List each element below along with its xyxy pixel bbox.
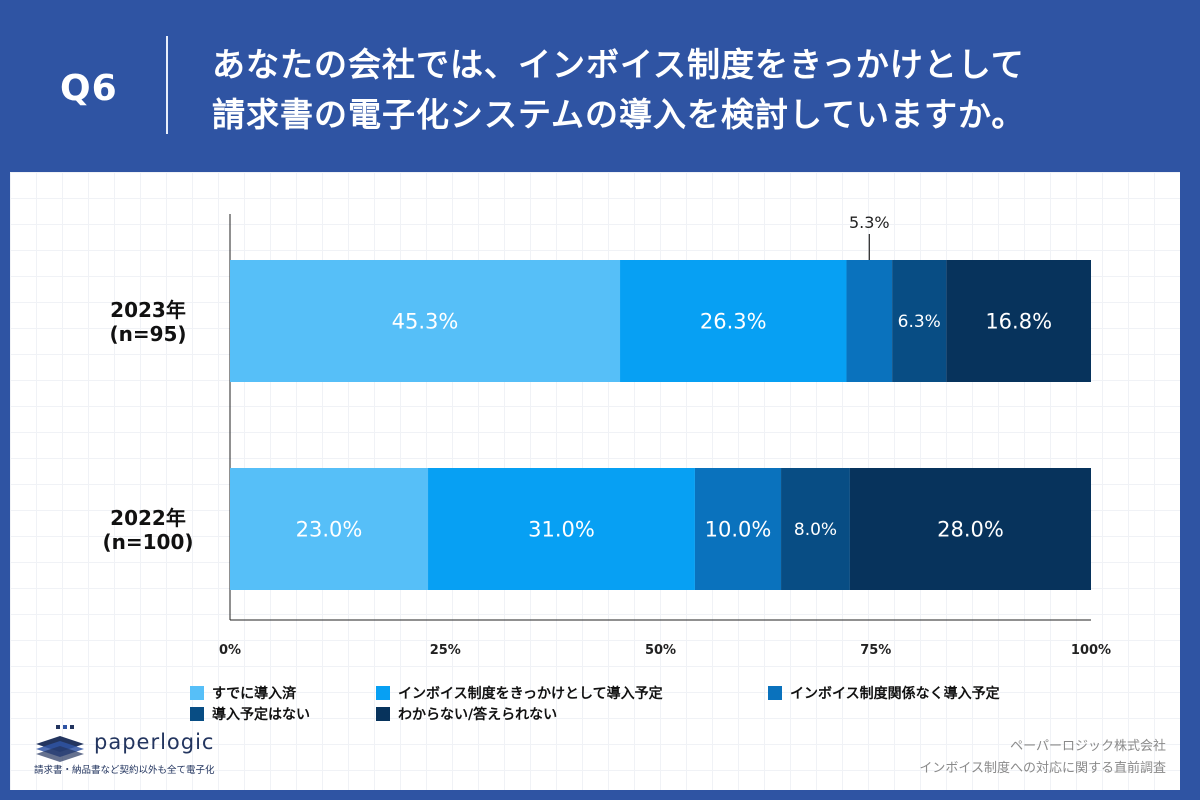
bar-segment xyxy=(781,468,850,590)
data-label: 28.0% xyxy=(937,518,1004,542)
data-label: 10.0% xyxy=(705,518,772,542)
legend-swatch xyxy=(190,707,204,721)
header-divider xyxy=(166,36,168,134)
bar-segment xyxy=(694,468,782,590)
x-tick-label: 25% xyxy=(430,643,461,658)
bar-segment xyxy=(620,260,847,382)
source-company: ペーパーロジック株式会社 xyxy=(1010,739,1166,754)
legend-label: すでに導入済 xyxy=(212,686,297,702)
bar-segment xyxy=(230,260,621,382)
legend-label: インボイス制度関係なく導入予定 xyxy=(790,686,1000,702)
data-label: 5.3% xyxy=(849,213,890,232)
x-tick-label: 0% xyxy=(219,643,241,658)
data-label: 6.3% xyxy=(898,312,941,332)
category-label: 2023年 xyxy=(110,298,186,322)
source-note: ペーパーロジック株式会社 インボイス制度への対応に関する直前調査 xyxy=(919,736,1166,780)
legend-swatch xyxy=(376,707,390,721)
legend-label: 導入予定はない xyxy=(212,707,310,723)
bar-segment xyxy=(849,468,1091,590)
x-tick-label: 75% xyxy=(860,643,891,658)
header: Q6 あなたの会社では、インボイス制度をきっかけとして 請求書の電子化システムの… xyxy=(0,0,1200,172)
question-number: Q6 xyxy=(60,68,118,109)
legend-label: インボイス制度をきっかけとして導入予定 xyxy=(398,686,663,702)
legend-swatch xyxy=(376,686,390,700)
legend-item-planned-regardless: インボイス制度関係なく導入予定 xyxy=(768,683,1000,703)
question-line-1: あなたの会社では、インボイス制度をきっかけとして xyxy=(212,45,1025,84)
logo-name: paperlogic xyxy=(94,730,215,754)
legend-swatch xyxy=(768,686,782,700)
x-tick-label: 100% xyxy=(1071,643,1111,658)
question-line-2: 請求書の電子化システムの導入を検討していますか。 xyxy=(212,95,1026,134)
x-tick-label: 50% xyxy=(645,643,676,658)
legend-item-no-plan: 導入予定はない xyxy=(190,704,310,724)
legend-item-planned-due-to-invoice: インボイス制度をきっかけとして導入予定 xyxy=(376,683,663,703)
data-label: 23.0% xyxy=(296,518,363,542)
legend-swatch xyxy=(190,686,204,700)
paper-stack-icon xyxy=(36,725,84,762)
question-text: あなたの会社では、インボイス制度をきっかけとして 請求書の電子化システムの導入を… xyxy=(212,40,1025,140)
legend-label: わからない/答えられない xyxy=(398,707,558,723)
data-label: 8.0% xyxy=(794,520,837,540)
bar-segment xyxy=(946,260,1091,382)
legend-item-already-installed: すでに導入済 xyxy=(190,683,296,703)
category-label: (n=100) xyxy=(102,530,193,554)
logo-tagline: 請求書・納品書など契約以外も全て電子化 xyxy=(34,765,215,776)
bar-segment xyxy=(230,468,429,590)
paperlogic-logo: paperlogic 請求書・納品書など契約以外も全て電子化 xyxy=(32,722,232,782)
source-survey: インボイス制度への対応に関する直前調査 xyxy=(919,761,1166,776)
data-label: 16.8% xyxy=(985,310,1052,334)
category-label: 2022年 xyxy=(110,506,186,530)
legend-item-unknown: わからない/答えられない xyxy=(376,704,557,724)
bar-segment xyxy=(428,468,695,590)
data-label: 45.3% xyxy=(392,310,459,334)
bar-segment xyxy=(892,260,947,382)
data-label: 31.0% xyxy=(528,518,595,542)
category-label: (n=95) xyxy=(109,322,186,346)
bar-segment xyxy=(846,260,893,382)
data-label: 26.3% xyxy=(700,310,767,334)
